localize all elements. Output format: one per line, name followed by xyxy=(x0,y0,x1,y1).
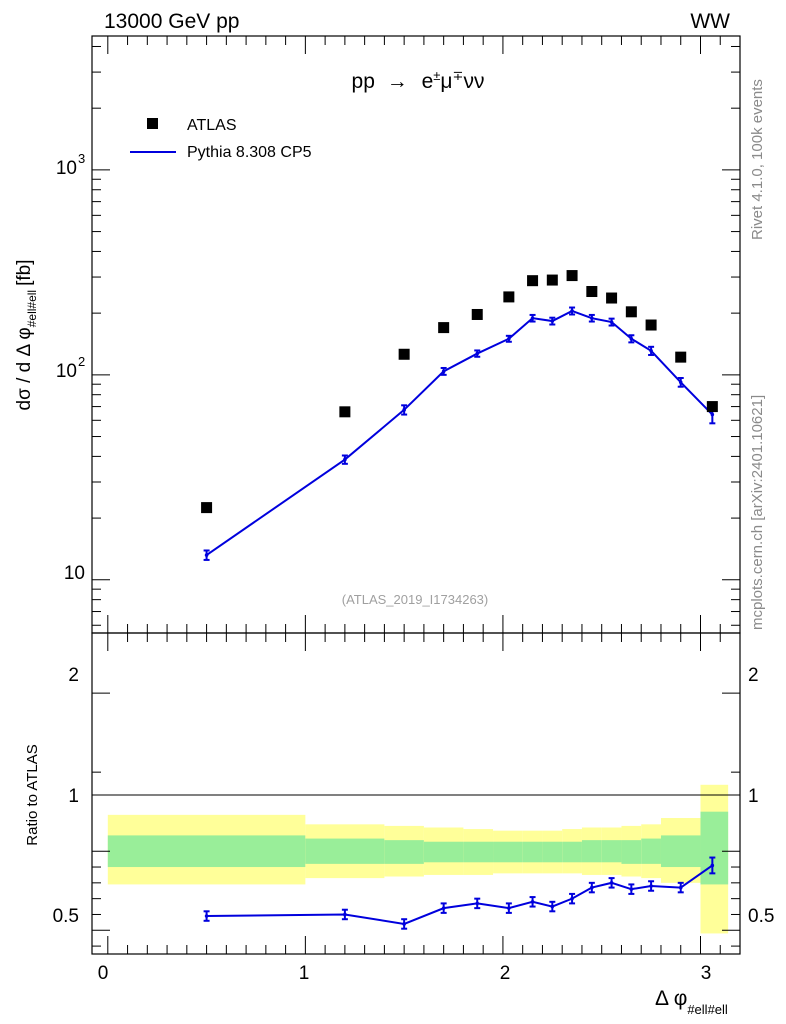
x-tick-label-0: 0 xyxy=(98,963,109,984)
atlas-point xyxy=(546,274,558,286)
pythia-point xyxy=(507,336,511,341)
ratio-point xyxy=(441,906,446,910)
atlas-point xyxy=(566,270,578,282)
pythia-point xyxy=(590,316,594,320)
ratio-inner-band xyxy=(601,840,622,863)
ratio-point xyxy=(343,912,347,917)
ratio-data-layer xyxy=(203,856,716,930)
pythia-point xyxy=(570,309,574,313)
ratio-inner-band xyxy=(423,841,464,863)
main-panel: pp → e±μ∓νν dσ / d Δ φ#ell#ell[fb] 10 10… xyxy=(14,35,741,634)
ratio-point xyxy=(570,896,574,901)
atlas-point xyxy=(527,275,539,287)
pythia-point xyxy=(441,369,446,374)
legend: ATLAS Pythia 8.308 CP5 xyxy=(130,117,312,161)
ratio-point xyxy=(402,922,406,926)
pythia-line xyxy=(206,309,714,556)
atlas-point xyxy=(586,286,598,298)
atlas-point xyxy=(398,348,410,360)
x-tick-label-2: 2 xyxy=(500,963,511,984)
ratio-axis-ticks xyxy=(92,633,741,954)
atlas-point xyxy=(339,406,351,418)
analysis-id-annotation: (ATLAS_2019_I1734263) xyxy=(342,592,488,607)
y-tick-label-10: 10 xyxy=(64,563,85,584)
main-data-layer xyxy=(201,270,718,561)
legend-label-pythia: Pythia 8.308 CP5 xyxy=(187,144,312,161)
ratio-point xyxy=(678,885,683,890)
ratio-y-tick-label-0.5: 0.5 xyxy=(53,906,79,927)
atlas-point xyxy=(503,291,515,303)
atlas-point xyxy=(606,292,618,304)
y-tick-label-1000-base: 10 xyxy=(56,158,77,179)
main-y-axis-label: dσ / d Δ φ#ell#ell[fb] xyxy=(14,260,39,411)
pythia-point xyxy=(629,336,634,341)
pythia-point xyxy=(609,320,614,324)
atlas-point xyxy=(706,401,718,413)
ratio-inner-band xyxy=(107,835,306,868)
ratio-inner-band xyxy=(522,841,543,863)
y-tick-label-1000-exp: 3 xyxy=(78,151,85,166)
pythia-point xyxy=(343,457,347,462)
legend-label-atlas: ATLAS xyxy=(187,117,237,134)
ratio-inner-band xyxy=(542,841,563,863)
ratio-inner-band xyxy=(700,811,729,885)
ratio-panel: Ratio to ATLAS 0.5 1 2 0.5 1 2 0 1 2 3 Δ… xyxy=(24,632,774,1017)
pythia-point xyxy=(530,316,535,320)
ratio-point xyxy=(530,900,535,904)
x-axis-label: Δ φ#ell#ell xyxy=(655,987,728,1017)
ratio-inner-band xyxy=(562,841,582,863)
ratio-point xyxy=(550,904,555,909)
pythia-point xyxy=(475,351,480,356)
pythia-point xyxy=(204,553,209,557)
rivet-version-label: Rivet 4.1.0, 100k events xyxy=(749,79,766,240)
ratio-inner-band xyxy=(581,840,602,863)
x-tick-label-1: 1 xyxy=(299,963,310,984)
atlas-point xyxy=(645,319,657,331)
ratio-point xyxy=(475,901,480,906)
ratio-inner-band xyxy=(621,840,642,864)
atlas-point xyxy=(675,351,687,363)
ratio-y-tick-label-right-0.5: 0.5 xyxy=(748,906,774,927)
ratio-inner-band xyxy=(384,840,424,864)
energy-label: 13000 GeV pp xyxy=(104,10,239,33)
ratio-y-tick-label-2: 2 xyxy=(68,665,79,686)
ratio-point xyxy=(507,906,511,910)
ratio-inner-band xyxy=(493,841,523,863)
ratio-point xyxy=(590,885,594,890)
atlas-point xyxy=(625,306,637,318)
atlas-point xyxy=(471,308,483,320)
mcplots-reference-label: mcplots.cern.ch [arXiv:2401.10621] xyxy=(749,395,766,630)
ratio-plot-frame xyxy=(91,632,741,955)
ratio-inner-band xyxy=(641,838,661,864)
ratio-y-tick-label-right-1: 1 xyxy=(748,786,759,807)
pythia-point xyxy=(402,408,406,412)
ratio-point xyxy=(609,881,614,885)
ratio-point xyxy=(649,884,653,888)
y-tick-label-100-exp: 2 xyxy=(78,354,85,369)
ratio-point xyxy=(629,887,634,891)
pythia-point xyxy=(550,319,555,323)
process-title: pp → e±μ∓νν xyxy=(352,68,485,93)
ratio-inner-band xyxy=(305,838,385,864)
ratio-y-tick-label-right-2: 2 xyxy=(748,665,759,686)
ratio-point xyxy=(710,863,715,868)
y-tick-label-100-base: 10 xyxy=(56,361,77,382)
pythia-point xyxy=(649,348,653,353)
ratio-y-tick-label-1: 1 xyxy=(68,786,79,807)
ratio-uncertainty-bands xyxy=(107,784,729,934)
ratio-y-axis-label: Ratio to ATLAS xyxy=(24,744,41,845)
atlas-point xyxy=(438,322,450,334)
process-tag: WW xyxy=(690,10,730,33)
main-axis-ticks xyxy=(92,36,741,633)
pythia-point xyxy=(678,380,683,385)
ratio-point xyxy=(204,914,209,918)
pythia-point xyxy=(710,412,715,417)
ratio-inner-band xyxy=(660,835,701,868)
legend-marker-atlas xyxy=(147,118,158,129)
atlas-point xyxy=(201,502,213,514)
ratio-inner-band xyxy=(463,841,494,863)
x-tick-label-3: 3 xyxy=(701,963,712,984)
